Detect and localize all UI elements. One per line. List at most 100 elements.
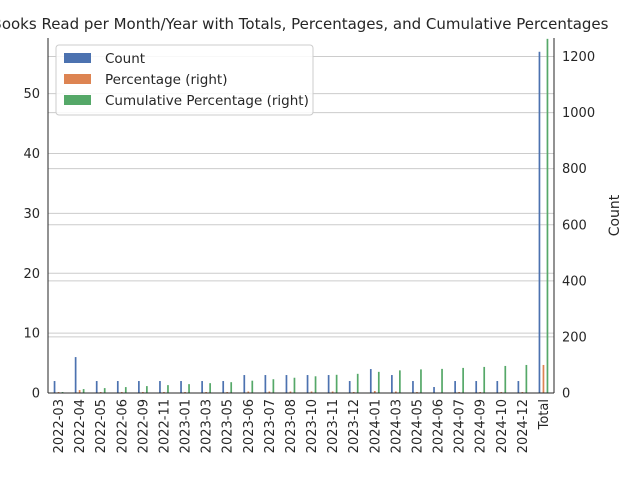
bar: [167, 385, 169, 393]
legend-label: Percentage (right): [105, 72, 228, 88]
bar: [285, 375, 288, 393]
bar: [391, 375, 393, 393]
x-tick-label: 2023-10: [305, 399, 320, 453]
right-axis-title: Count: [607, 194, 623, 236]
bar: [356, 373, 359, 393]
x-tick-label: 2024-10: [495, 399, 510, 453]
axes: 0 10 20 30 40 50 0 200 400 600 800 1000 1200 2022-03 2…: [23, 38, 595, 453]
x-tick-label: 2024-12: [516, 399, 531, 453]
bar: [538, 51, 541, 393]
x-tick-label: 2022-04: [73, 399, 88, 453]
y-tick-label-left: 10: [23, 327, 40, 342]
x-tick-label: 2023-07: [263, 399, 278, 453]
bar: [53, 381, 56, 393]
bar: [293, 377, 296, 393]
bar: [78, 390, 81, 393]
bar: [546, 38, 549, 393]
legend-swatch: [64, 95, 91, 105]
bar: [517, 381, 520, 393]
x-tick-label: 2022-09: [136, 399, 151, 453]
x-tick-label: 2022-05: [94, 399, 109, 453]
bar: [188, 384, 190, 393]
bar: [462, 367, 464, 393]
bar: [222, 381, 225, 393]
x-tick-label: 2023-05: [221, 399, 236, 453]
bar: [74, 357, 77, 393]
bar: [289, 391, 292, 393]
bar: [412, 381, 414, 393]
y-tick-label-right: 1200: [562, 50, 595, 65]
chart-title: Books Read per Month/Year with Totals, P…: [0, 15, 609, 33]
y-tick-label-left: 20: [23, 267, 40, 282]
x-tick-label: 2023-11: [326, 399, 341, 453]
bar: [454, 381, 456, 393]
bar: [268, 391, 271, 393]
x-tick-label: 2022-11: [157, 399, 172, 453]
bar: [373, 391, 376, 393]
legend-label: Count: [105, 51, 145, 67]
y-tick-label-left: 50: [23, 87, 40, 102]
bar: [306, 375, 309, 393]
x-tick-label: 2023-06: [242, 399, 257, 453]
bar: [525, 364, 528, 393]
bar: [496, 381, 499, 393]
bar: [399, 370, 401, 393]
bar: [314, 376, 317, 393]
bar: [247, 391, 250, 393]
x-tick-label: 2023-08: [284, 399, 299, 453]
bar: [420, 369, 422, 393]
bar: [243, 375, 246, 393]
x-tick-label: 2024-07: [453, 399, 468, 453]
bar: [335, 374, 338, 393]
bar: [209, 383, 211, 393]
bar: [251, 380, 254, 393]
x-tick-label: 2024-06: [432, 399, 447, 453]
x-tick-label: 2023-01: [179, 399, 194, 453]
legend-swatch: [64, 74, 91, 84]
legend: Count Percentage (right) Cumulative Percen…: [55, 44, 314, 116]
bar: [331, 391, 334, 393]
bar: [138, 381, 140, 393]
x-tick-label: 2023-03: [200, 399, 215, 453]
y-tick-label-left: 0: [32, 387, 40, 402]
y-tick-label-left: 30: [23, 207, 40, 222]
bar: [116, 381, 119, 393]
y-tick-label-right: 200: [562, 330, 587, 345]
legend-box: [55, 44, 314, 116]
bar: [103, 388, 106, 393]
bar: [310, 391, 313, 393]
bar: [124, 387, 127, 393]
bar: [230, 382, 233, 393]
bar: [327, 375, 330, 393]
y-tick-label-right: 400: [562, 274, 587, 289]
bar: [433, 387, 435, 393]
bar: [201, 381, 203, 393]
y-tick-label-right: 800: [562, 162, 587, 177]
legend-swatch: [64, 53, 91, 63]
y-tick-label-right: 600: [562, 218, 587, 233]
y-tick-label-right: 0: [562, 387, 570, 402]
x-tick-label: 2024-05: [410, 399, 425, 453]
y-tick-label-left: 40: [23, 147, 40, 162]
bar: [82, 389, 85, 393]
bar: [369, 369, 372, 393]
x-tick-label: 2022-03: [52, 399, 67, 453]
bar: [377, 371, 380, 393]
x-tick-label: Total: [537, 399, 552, 430]
bar: [159, 381, 161, 393]
bar: [180, 381, 182, 393]
bar: [395, 391, 397, 393]
bar: [95, 381, 98, 393]
bar: [348, 381, 351, 393]
bar: [272, 379, 275, 393]
x-tick-label: 2024-03: [389, 399, 404, 453]
bar: [264, 375, 267, 393]
x-tick-label: 2024-09: [474, 399, 489, 453]
bar: [146, 386, 148, 393]
bar: [542, 364, 545, 393]
x-tick-label: 2024-01: [368, 399, 383, 453]
y-tick-label-right: 1000: [562, 106, 595, 121]
x-tick-label: 2022-06: [115, 399, 130, 453]
legend-label: Cumulative Percentage (right): [105, 93, 309, 109]
